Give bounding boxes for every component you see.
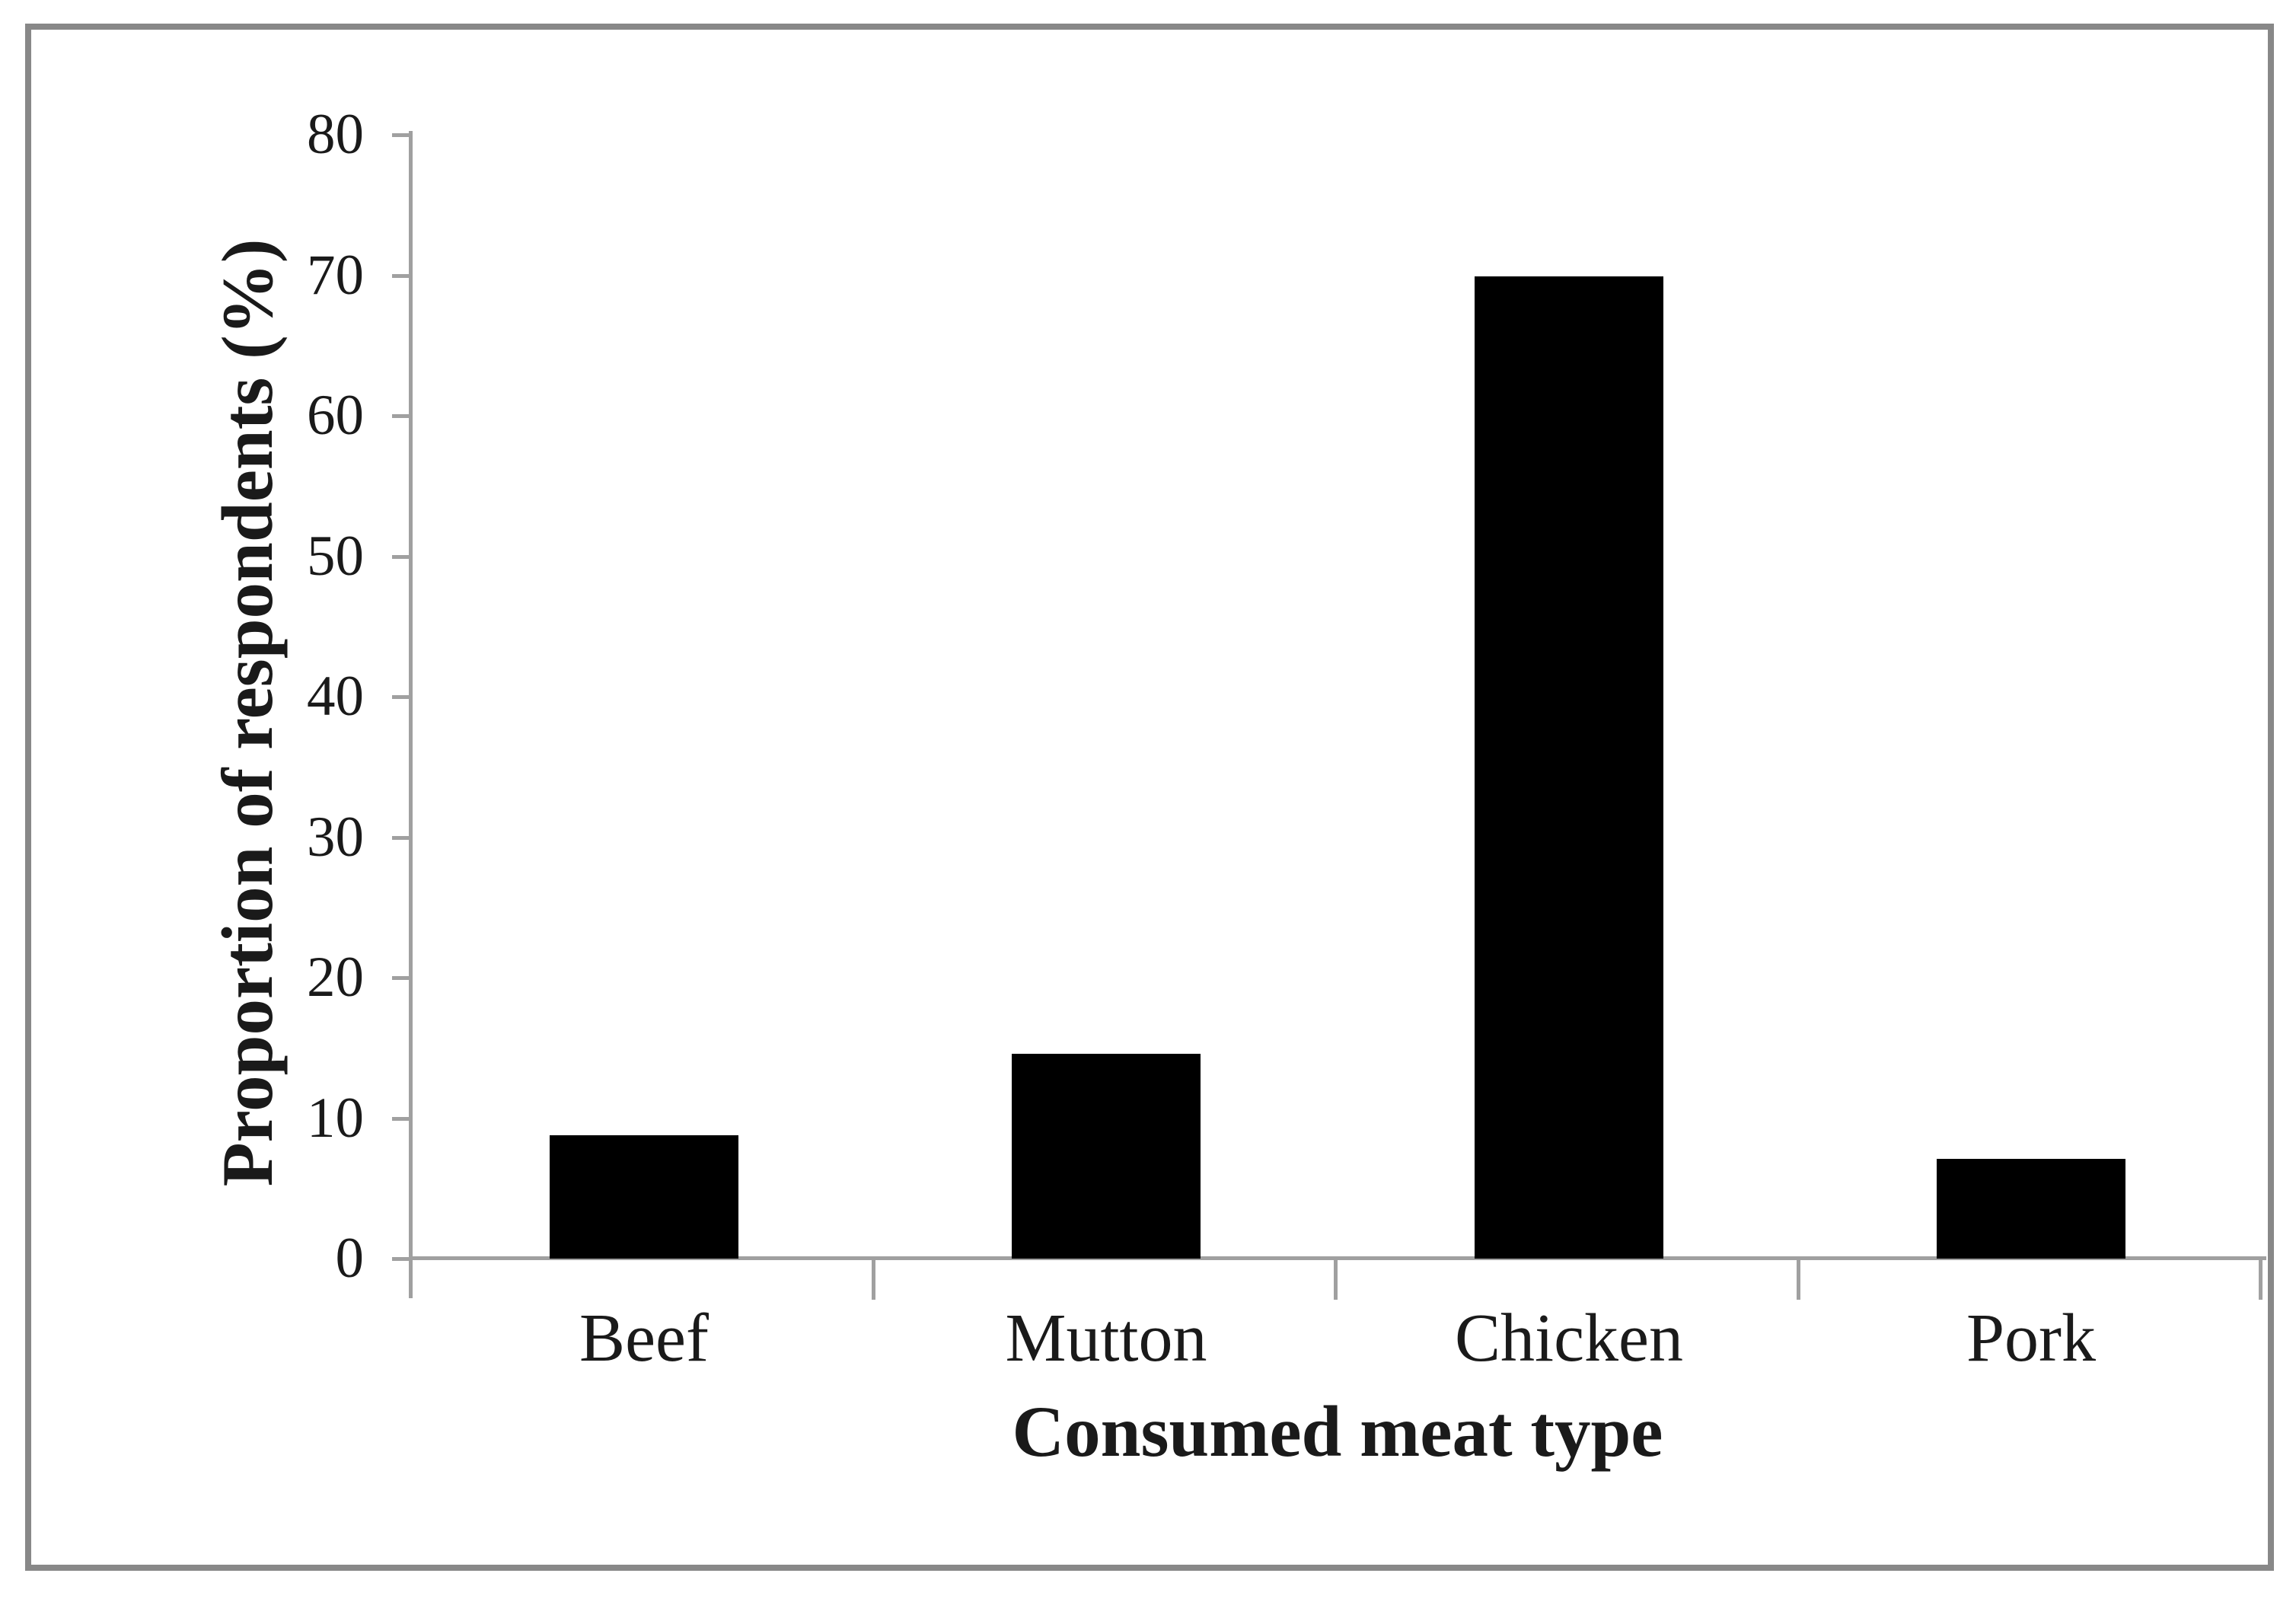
x-tick — [872, 1260, 875, 1300]
y-tick — [392, 976, 409, 980]
bar-beef — [550, 1135, 738, 1259]
y-tick-label: 10 — [307, 1087, 364, 1150]
x-tick — [1797, 1260, 1800, 1300]
y-tick — [392, 695, 409, 699]
y-tick-label: 70 — [307, 244, 364, 307]
y-tick — [392, 133, 409, 137]
y-tick-label: 20 — [307, 946, 364, 1009]
x-axis-line — [409, 1256, 2266, 1260]
x-category-label: Pork — [1966, 1300, 2097, 1376]
bar-mutton — [1012, 1054, 1201, 1259]
figure-frame — [25, 24, 2274, 1571]
y-tick — [392, 1257, 409, 1261]
y-tick-label: 40 — [307, 665, 364, 728]
y-tick-label: 30 — [307, 806, 364, 869]
y-tick — [392, 414, 409, 418]
y-tick — [392, 1117, 409, 1121]
bar-pork — [1937, 1159, 2125, 1259]
y-tick-label: 60 — [307, 384, 364, 447]
y-tick-label: 0 — [335, 1227, 365, 1290]
bar-chicken — [1475, 276, 1663, 1259]
x-category-label: Mutton — [1005, 1300, 1207, 1376]
x-tick — [1334, 1260, 1338, 1300]
y-tick-label: 80 — [307, 103, 364, 166]
y-tick — [392, 274, 409, 278]
x-category-label: Beef — [579, 1300, 709, 1376]
x-axis-title: Consumed meat type — [1012, 1391, 1663, 1472]
y-tick — [392, 555, 409, 559]
x-tick — [2259, 1260, 2263, 1300]
x-category-label: Chicken — [1455, 1300, 1683, 1376]
y-axis-line — [409, 131, 413, 1298]
y-tick — [392, 836, 409, 840]
y-tick-label: 50 — [307, 525, 364, 588]
